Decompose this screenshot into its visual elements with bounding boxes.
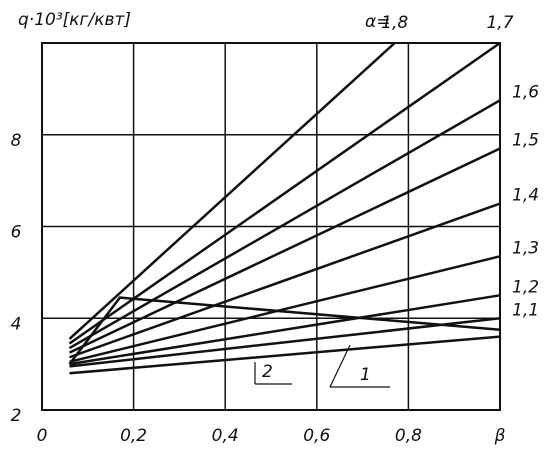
x-tick-label: 0,6 [303,426,330,446]
leader-line [329,344,351,388]
series-label: 1,4 [512,186,539,206]
series-label: 1,6 [512,82,539,102]
chart-title: q·10³[кг/квт] [18,10,131,30]
series-line [69,294,501,366]
series-label: 1,3 [512,238,539,258]
x-tick-label: 0,2 [120,426,147,446]
x-tick-label: β [494,426,506,446]
series-label: 1,7 [486,13,513,33]
series-line [69,255,501,364]
series-label: 2 [262,362,273,382]
series-label: 1,8 [381,13,408,33]
y-tick-label: 8 [11,131,22,151]
y-tick-label: 2 [11,406,22,426]
series-line [69,335,501,375]
alpha-label: α= [365,12,390,32]
series-line [68,41,501,345]
series-line [68,147,501,354]
series-line [68,42,396,340]
x-tick-label: 0 [37,426,48,446]
series-label: 1,1 [512,300,539,320]
x-tick-label: 0,8 [395,426,422,446]
y-tick-label: 4 [11,314,22,334]
series-line [69,317,501,368]
x-tick-label: 0,4 [212,426,239,446]
series-label: 1 [360,365,371,385]
series-line [68,99,501,350]
series-line [69,202,501,359]
series-line [68,296,501,365]
y-tick-label: 6 [11,223,22,243]
series-label: 1,2 [512,277,539,297]
series-label: 1,5 [512,131,539,151]
